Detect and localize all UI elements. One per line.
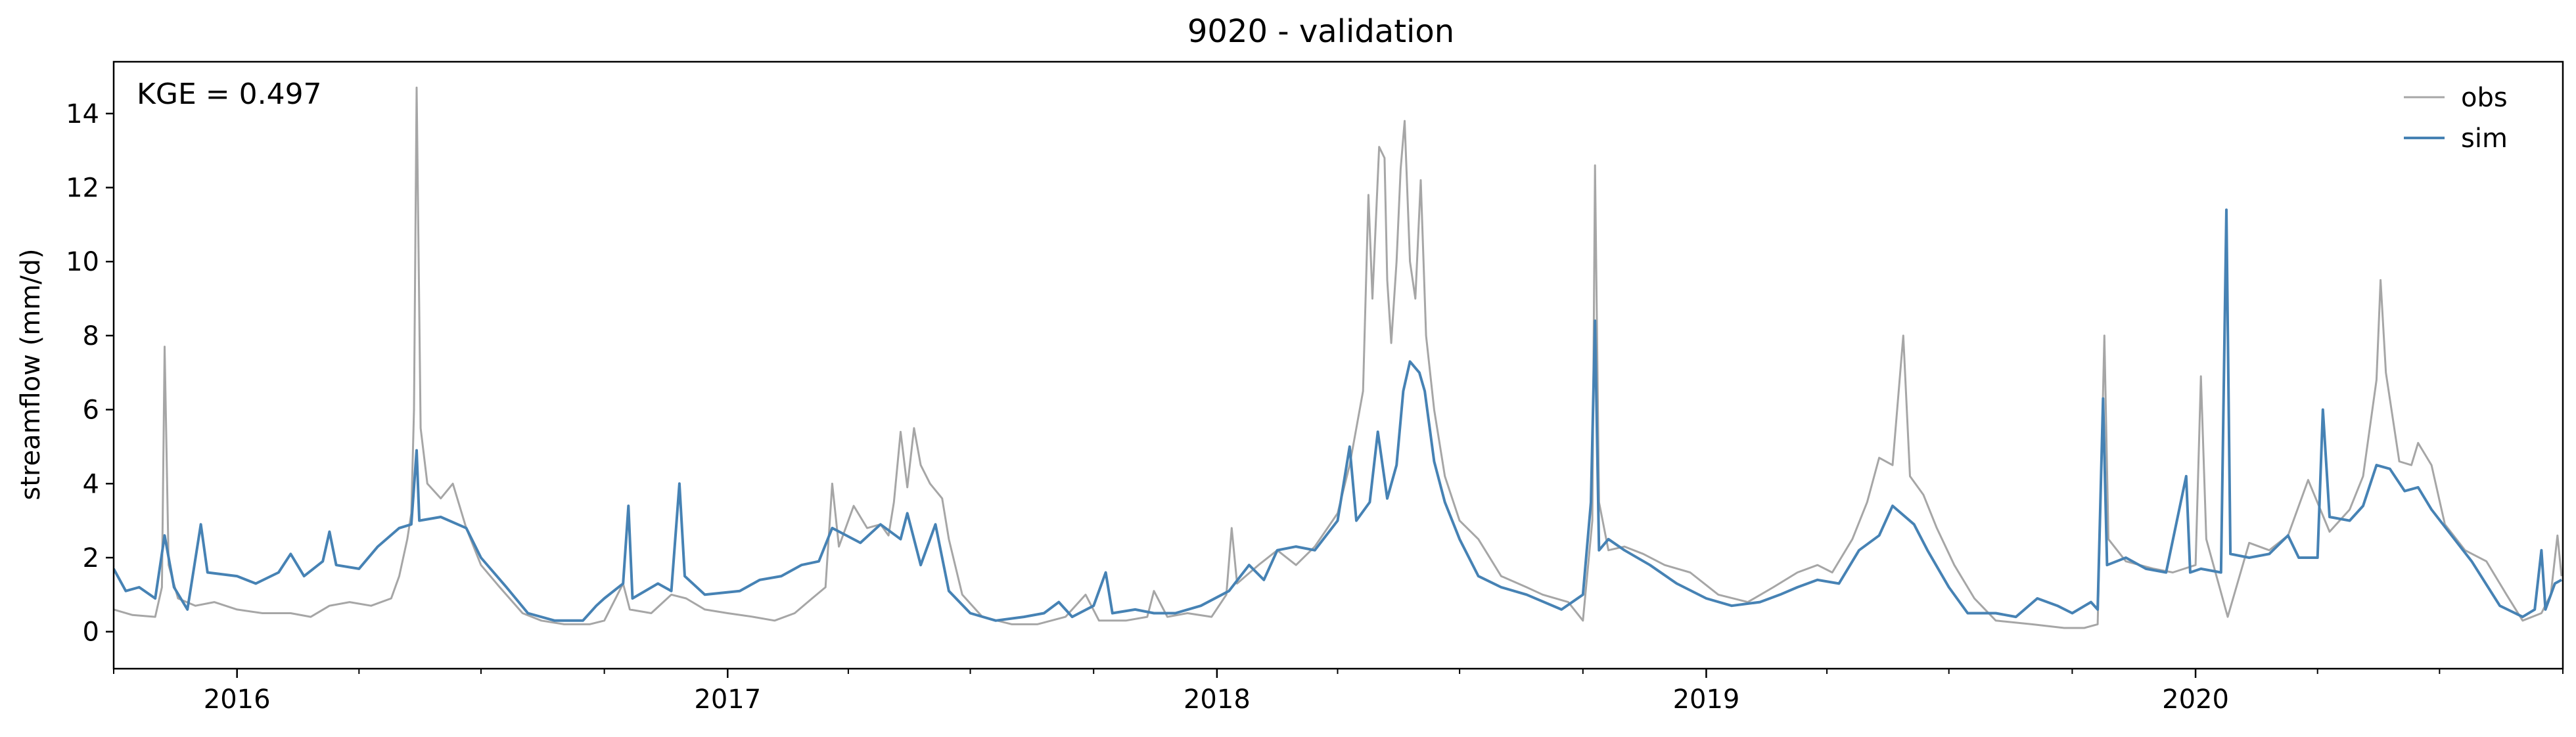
y-tick-label: 8 [83,321,99,351]
y-tick-label: 6 [83,395,99,426]
y-tick-label: 14 [66,99,99,129]
x-tick-label: 2019 [1673,684,1740,715]
series-line-sim [114,208,2562,622]
legend-label-obs: obs [2461,83,2508,113]
plot-area [114,86,2563,629]
x-tick-label: 2020 [2162,684,2229,715]
y-tick-label: 10 [66,247,99,277]
legend: obs sim [2404,83,2508,154]
y-tick-label: 2 [83,543,99,573]
kge-annotation: KGE = 0.497 [137,78,322,111]
x-tick-label: 2017 [694,684,761,715]
y-tick-label: 12 [66,173,99,204]
y-tick-label: 4 [83,469,99,499]
series-line-obs [114,86,2563,629]
x-tick-label: 2016 [204,684,271,715]
x-tick-label: 2018 [1184,684,1251,715]
legend-label-sim: sim [2461,123,2508,154]
y-tick-label: 0 [83,617,99,648]
plot-frame [112,60,2564,670]
y-axis-label: streamflow (mm/d) [16,248,46,500]
axes: 0 2 4 6 8 10 12 14 2016 2017 2018 2019 2020 [66,99,2564,715]
chart-title: 9020 - validation [1187,13,1454,50]
